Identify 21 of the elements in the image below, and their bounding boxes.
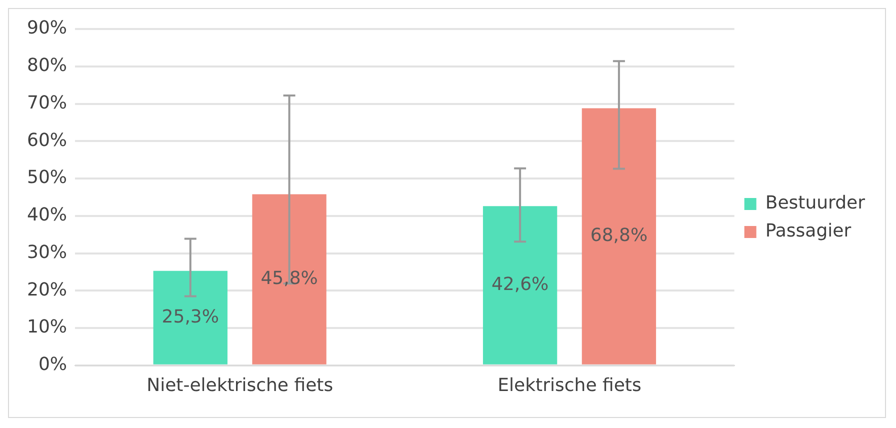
bar — [482, 206, 558, 364]
y-tick-label: 90% — [26, 18, 68, 39]
data-label: 42,6% — [491, 274, 549, 295]
bar — [252, 194, 326, 364]
y-tick-label: 50% — [26, 167, 68, 188]
bar — [582, 108, 656, 364]
y-tick-label: 80% — [26, 55, 68, 76]
y-tick-label: 40% — [26, 204, 68, 226]
y-tick-label: 20% — [26, 279, 68, 300]
data-label: 25,3% — [162, 306, 219, 328]
y-tick-label: 10% — [26, 316, 68, 338]
legend-label: Bestuurder — [765, 192, 866, 214]
legend-label: Passagier — [765, 220, 852, 242]
y-tick-label: 70% — [26, 92, 68, 114]
y-tick-label: 60% — [26, 130, 68, 151]
data-label: 68,8% — [590, 224, 648, 246]
x-tick-label: Elektrische fiets — [498, 374, 642, 396]
y-tick-label: 30% — [26, 242, 68, 263]
y-tick-label: 0% — [38, 354, 68, 376]
x-tick-label: Niet-elektrische fiets — [146, 374, 334, 396]
bar — [153, 270, 228, 364]
